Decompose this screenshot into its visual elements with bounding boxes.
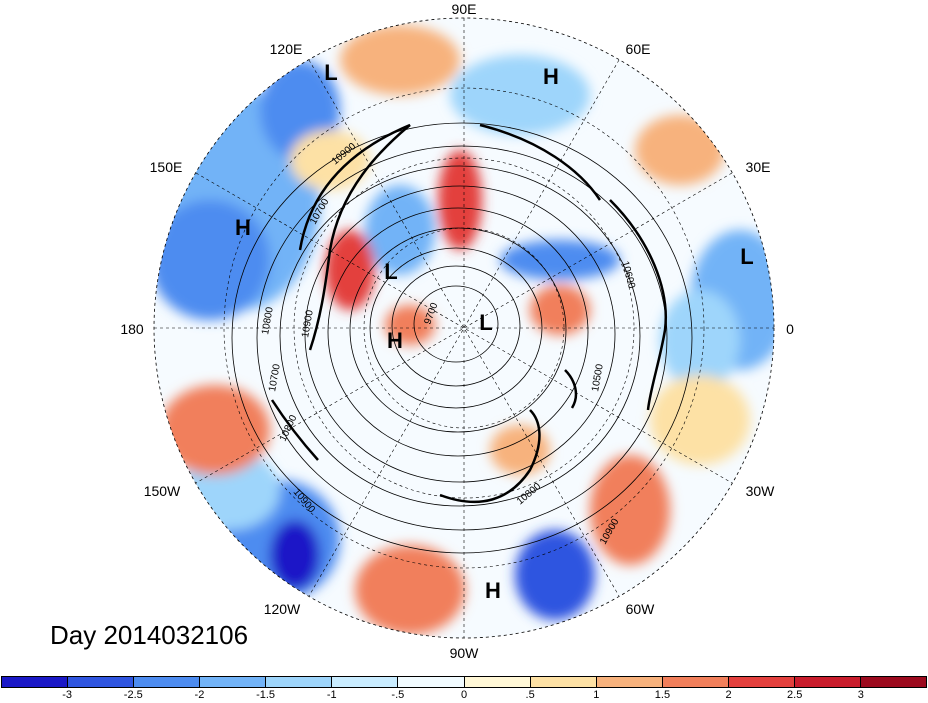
pressure-centers: L H H L L H L H	[235, 60, 754, 603]
lon-label-90w: 90W	[450, 645, 480, 661]
colorbar-tick-label: -1	[326, 689, 337, 701]
colorbar-tick-label: -.5	[391, 689, 405, 701]
pressure-center-h2: H	[235, 215, 251, 240]
colorbar-swatch	[662, 677, 729, 687]
pressure-center-l1: L	[324, 60, 337, 85]
contour-label: 10800	[260, 306, 276, 336]
lon-label-90e: 90E	[452, 1, 477, 17]
pressure-center-l2: L	[740, 244, 753, 269]
colorbar-swatch	[398, 677, 465, 687]
lon-label-150w: 150W	[144, 483, 181, 499]
colorbar-swatch	[200, 677, 267, 687]
anomaly-field	[154, 25, 774, 635]
colorbar-swatch	[134, 677, 201, 687]
longitude-labels: 90E 60E 30E 0 30W 60W 90W 120W 150W 180 …	[120, 1, 794, 661]
colorbar-swatch	[861, 677, 927, 687]
colorbar-swatch	[68, 677, 135, 687]
graticule	[154, 18, 774, 638]
lon-label-120e: 120E	[270, 41, 303, 57]
lon-label-30w: 30W	[746, 483, 776, 499]
pressure-center-l3: L	[384, 259, 397, 284]
pressure-center-h1: H	[543, 64, 559, 89]
colorbar-tick-label: -3	[62, 689, 73, 701]
lon-label-180: 180	[120, 321, 144, 337]
lon-label-60e: 60E	[626, 41, 651, 57]
colorbar-tick-label: 2	[725, 689, 732, 701]
colorbar-tick-label: 3	[857, 689, 864, 701]
colorbar-ticks: -3 -2.5 -2 -1.5 -1 -.5 0 .5 1 1.5 2 2.5 3	[0, 689, 928, 703]
map-border	[153, 17, 775, 639]
colorbar-tick-label: .5	[525, 689, 535, 701]
lon-label-30e: 30E	[746, 159, 771, 175]
colorbar-swatch	[266, 677, 333, 687]
pressure-center-h4: H	[485, 578, 501, 603]
pressure-center-h3: H	[387, 328, 403, 353]
jet-contours	[270, 123, 667, 504]
colorbar-tick-label: 1	[593, 689, 600, 701]
polar-map: 90E 60E 30E 0 30W 60W 90W 120W 150W 180 …	[120, 1, 794, 661]
colorbar-swatch	[728, 677, 795, 687]
height-contours	[231, 122, 693, 554]
colorbar-tick-label: 0	[460, 689, 468, 701]
colorbar-tick-label: 2.5	[787, 689, 803, 701]
contour-label: 10900	[300, 309, 316, 339]
colorbar-swatch	[794, 677, 862, 687]
colorbar-swatch	[332, 677, 399, 687]
colorbar-tick-label: -2.5	[123, 689, 143, 701]
contour-label: 10500	[590, 363, 606, 393]
lon-label-150e: 150E	[150, 159, 183, 175]
colorbar-swatch	[530, 677, 597, 687]
contour-label: 10700	[267, 363, 283, 393]
lon-label-0: 0	[786, 321, 794, 337]
colorbar-tick-label: 1.5	[654, 689, 671, 701]
colorbar-swatch	[596, 677, 663, 687]
colorbar-swatch	[464, 677, 531, 687]
colorbar-tick-label: -2	[194, 689, 205, 701]
map-title: Day 2014032106	[50, 620, 249, 650]
colorbar-swatch	[2, 677, 69, 687]
colorbar	[1, 676, 927, 688]
colorbar-tick-label: -1.5	[256, 689, 276, 701]
lon-label-60w: 60W	[626, 601, 656, 617]
lon-label-120w: 120W	[264, 601, 301, 617]
pressure-center-l4: L	[479, 310, 492, 335]
